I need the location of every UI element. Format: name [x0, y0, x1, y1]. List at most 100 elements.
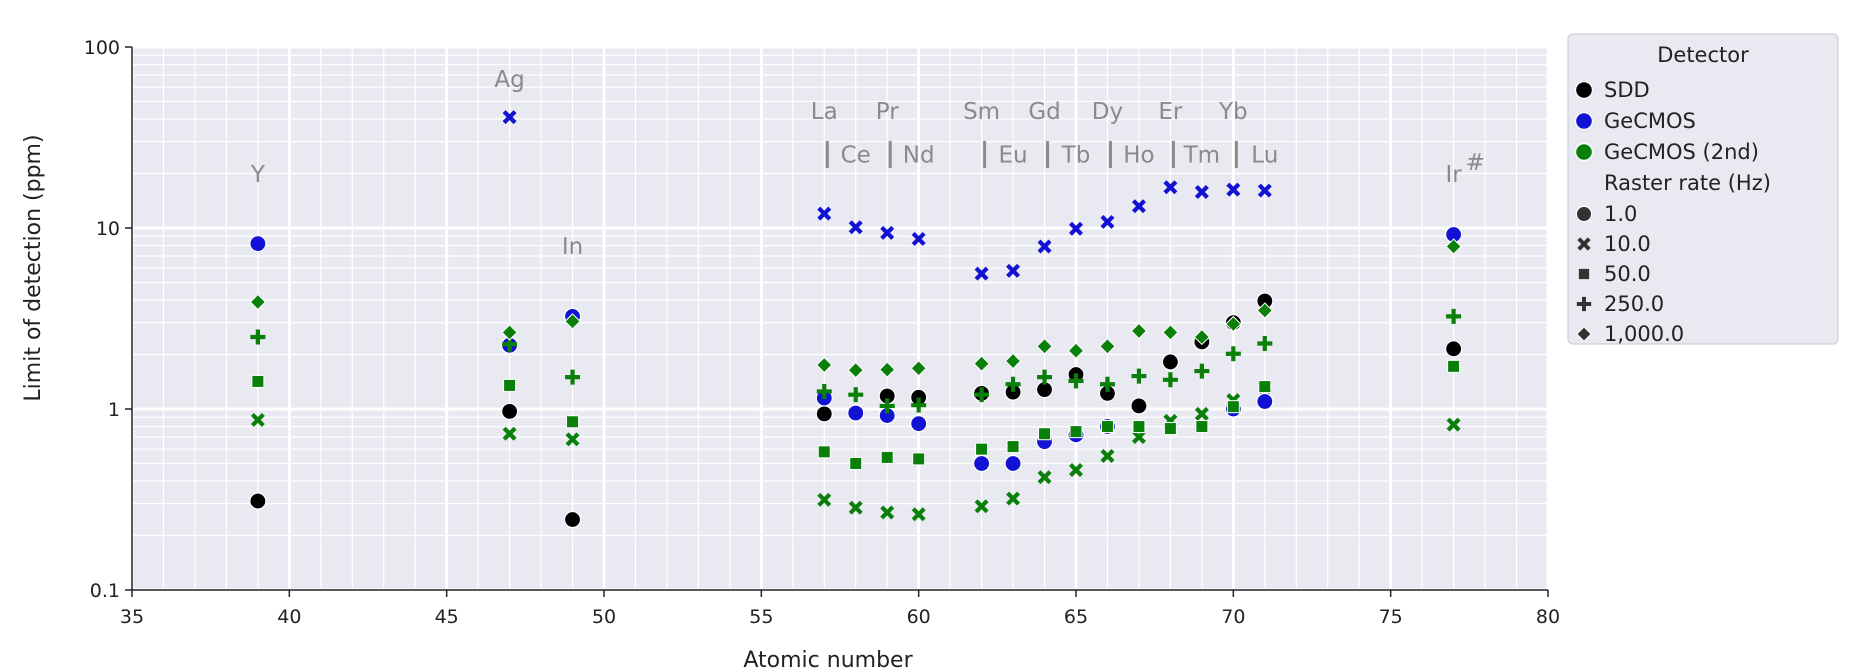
data-point [566, 415, 580, 429]
data-point [1257, 336, 1273, 352]
element-label-yb: Yb [1218, 99, 1248, 125]
data-point [249, 492, 267, 510]
legend-entry: GeCMOS (2nd) [1604, 140, 1759, 164]
data-point [563, 510, 582, 529]
data-point [1446, 308, 1462, 324]
data-point [1256, 392, 1274, 411]
y-axis-title: Limit of detection (ppm) [21, 134, 46, 401]
legend-entry: 10.0 [1604, 232, 1651, 256]
legend-rate-title: Raster rate (Hz) [1604, 171, 1771, 195]
legend-marker [1574, 143, 1593, 162]
legend-marker [1575, 205, 1593, 223]
data-point [911, 507, 926, 522]
element-label-sm: Sm [963, 99, 1000, 125]
data-point [1131, 199, 1146, 214]
data-point [1005, 376, 1021, 392]
data-point [1067, 342, 1085, 359]
data-point [250, 329, 266, 345]
data-point [503, 378, 517, 392]
data-point [974, 499, 989, 514]
element-label-ag: Ag [494, 67, 524, 93]
data-point [1037, 470, 1052, 485]
data-point [910, 415, 928, 433]
element-label-ce: Ce [841, 143, 871, 169]
legend-entry: GeCMOS [1604, 109, 1696, 133]
data-point [1037, 239, 1052, 254]
data-point [975, 442, 989, 456]
data-point [1100, 449, 1115, 463]
data-point [1447, 359, 1461, 373]
data-point [1038, 427, 1052, 441]
element-label-eu: Eu [999, 143, 1028, 169]
legend-entry: 50.0 [1604, 262, 1651, 286]
data-point [816, 383, 832, 399]
data-point [848, 500, 863, 515]
legend-entry: 1.0 [1604, 202, 1637, 226]
axes: 35 40 45 50 55 60 65 70 75 80 0.1 1 10 100 [84, 37, 1560, 628]
legend-marker [1576, 326, 1592, 342]
data-point [1069, 463, 1083, 478]
element-label-pr: Pr [876, 99, 899, 125]
element-label-y: Y [250, 162, 266, 188]
x-tick-label: 50 [592, 606, 616, 628]
data-point [1069, 221, 1083, 236]
data-point [1068, 373, 1084, 389]
data-point [880, 505, 895, 520]
data-point [817, 492, 832, 507]
series-gecmos-2nd--diamond [249, 238, 1462, 379]
legend-entry: 1,000.0 [1604, 322, 1684, 346]
data-point [1258, 380, 1272, 394]
data-point [1132, 420, 1146, 434]
element-label-gd: Gd [1028, 99, 1060, 125]
data-point [1444, 340, 1463, 358]
data-point [878, 361, 896, 378]
data-point [848, 220, 863, 235]
data-point [880, 450, 894, 464]
data-point [564, 313, 581, 330]
data-point [1161, 353, 1180, 371]
data-point [1099, 376, 1115, 392]
legend-marker [1577, 237, 1591, 251]
data-point [1195, 420, 1209, 434]
data-point [1194, 406, 1209, 421]
data-point [1226, 400, 1240, 414]
data-point [1100, 214, 1115, 229]
data-point [1006, 440, 1020, 454]
data-point [1162, 324, 1179, 341]
data-point [816, 356, 833, 374]
data-point [1130, 397, 1148, 415]
data-point [880, 225, 895, 240]
legend-detector-title: Detector [1657, 43, 1749, 67]
data-point [848, 387, 864, 403]
x-axis-title: Atomic number [743, 648, 913, 671]
data-point [817, 206, 832, 221]
data-point [501, 324, 518, 341]
element-label-nd: Nd [903, 143, 935, 169]
x-tick-label: 40 [277, 606, 301, 628]
series-gecmos-2nd--square [251, 359, 1461, 470]
data-point [1163, 422, 1177, 436]
legend-marker [1576, 296, 1592, 312]
data-point [250, 412, 265, 427]
data-point [1446, 417, 1461, 432]
data-point [1162, 372, 1178, 388]
data-point [1226, 182, 1241, 197]
data-point [251, 374, 265, 388]
data-point [1004, 454, 1022, 473]
data-point [847, 404, 865, 422]
data-point [1131, 430, 1146, 445]
data-point [1257, 183, 1272, 198]
element-label-dy: Dy [1092, 99, 1123, 125]
data-point [1004, 352, 1022, 370]
x-tick-label: 70 [1221, 606, 1245, 628]
data-point [879, 398, 895, 414]
data-point [249, 234, 267, 253]
plot-area [132, 47, 1548, 590]
legend-entry: 250.0 [1604, 292, 1664, 316]
data-point [815, 405, 833, 423]
series-gecmos-2nd--plus [250, 308, 1462, 414]
data-point [1193, 328, 1211, 346]
y-tick-label: 1 [108, 399, 120, 421]
y-tick-label: 100 [84, 37, 120, 59]
data-point [1194, 185, 1209, 200]
